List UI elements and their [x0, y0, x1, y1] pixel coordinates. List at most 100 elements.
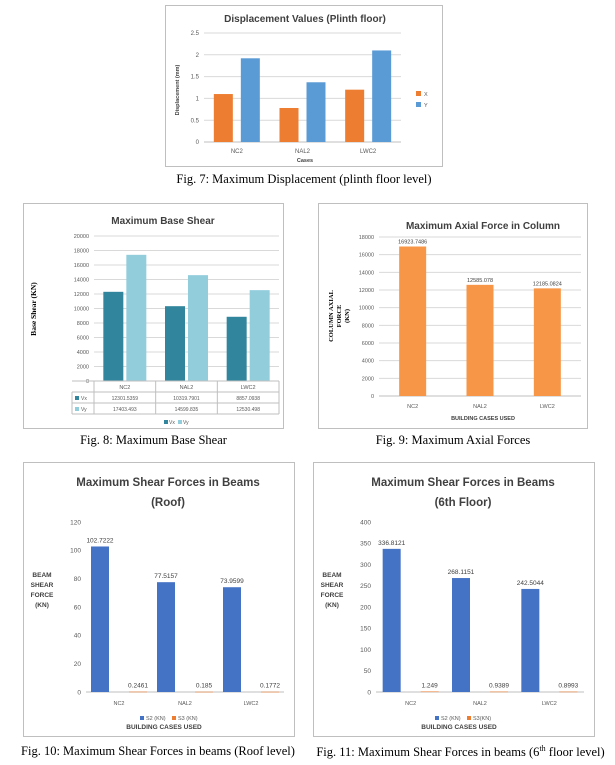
- y-tick-label: 4000: [77, 350, 89, 356]
- fig10-caption: Fig. 10: Maximum Shear Forces in beams (…: [21, 744, 295, 758]
- y-axis-title-line: BEAM: [32, 572, 51, 579]
- chart-title: Maximum Base Shear: [111, 216, 214, 227]
- y-tick-label: 80: [74, 576, 82, 583]
- fig7-caption: Fig. 7: Maximum Displacement (plinth flo…: [176, 172, 432, 186]
- x-tick-label: NC2: [405, 701, 416, 707]
- fig11-caption-part2: floor level): [545, 745, 605, 760]
- bar-vy-nal2: [188, 275, 208, 381]
- sixth-floor-shear-chart-panel: Maximum Shear Forces in Beams (6th Floor)…: [313, 462, 595, 737]
- legend-swatch: [178, 420, 182, 424]
- x-tick-label: NAL2: [473, 701, 487, 707]
- data-label: 0.1772: [260, 683, 280, 690]
- y-tick-label: 2000: [77, 364, 89, 370]
- x-tick-label: LWC2: [540, 404, 555, 410]
- y-tick-label: 2.5: [191, 31, 200, 37]
- sixth-floor-shear-chart: Maximum Shear Forces in Beams (6th Floor)…: [321, 477, 584, 731]
- y-tick-label: 0: [196, 140, 200, 146]
- y-axis-title-line: FORCE: [336, 305, 343, 328]
- data-label: 0.185: [196, 683, 213, 690]
- legend-label: S2 (KN): [441, 716, 461, 722]
- bar-value-nc2: [399, 246, 427, 396]
- y-tick-label: 40: [74, 633, 82, 640]
- y-tick-label: 350: [360, 541, 371, 548]
- fig11-caption: Fig. 11: Maximum Shear Forces in beams (…: [308, 744, 613, 760]
- bar-s3kn-nc2: [129, 691, 147, 693]
- table-cell: 8857.0938: [236, 396, 260, 402]
- bar-vx-lwc2: [226, 316, 247, 381]
- x-tick-label: NC2: [113, 701, 124, 707]
- legend-swatch: [164, 420, 168, 424]
- data-label: 73.9599: [220, 578, 244, 585]
- y-axis-title-line: BEAM: [322, 572, 341, 579]
- x-tick-label: NC2: [407, 404, 418, 410]
- bar-y-lwc2: [372, 50, 392, 142]
- data-label: 0.9389: [489, 683, 509, 690]
- y-tick-label: 120: [70, 519, 81, 526]
- y-tick-label: 150: [360, 626, 371, 633]
- y-tick-label: 0: [86, 379, 89, 385]
- data-label: 102.7222: [86, 537, 113, 544]
- x-tick-label: NC2: [119, 385, 130, 391]
- chart-title-line: Maximum Shear Forces in Beams: [76, 477, 259, 489]
- bar-s2kn-lwc2: [223, 587, 241, 692]
- x-tick-label: NAL2: [180, 385, 194, 391]
- bar-s3kn-nal2: [490, 691, 508, 693]
- x-tick-label: NAL2: [295, 149, 311, 155]
- y-axis-title-line: (KN): [35, 602, 49, 609]
- table-cell: 17403.493: [113, 407, 137, 413]
- y-axis-title-line: COLUMN AXIAL: [328, 289, 335, 341]
- y-tick-label: 20: [74, 661, 82, 668]
- y-axis-title-line: (KN): [344, 309, 351, 323]
- legend-swatch: [435, 716, 439, 720]
- y-tick-label: 60: [74, 604, 82, 611]
- legend-label: Y: [424, 103, 428, 109]
- chart-title: Maximum Axial Force in Column: [406, 221, 560, 232]
- y-tick-label: 100: [70, 548, 81, 555]
- data-label: 12585.078: [467, 278, 493, 284]
- table-cell: 12301.5359: [112, 396, 139, 402]
- chart-title-line: (Roof): [151, 497, 185, 509]
- y-tick-label: 16000: [359, 253, 374, 259]
- bar-s3kn-nal2: [195, 691, 213, 693]
- data-label: 12185.0824: [533, 281, 562, 287]
- bar-vx-nc2: [103, 291, 124, 381]
- table-series-label: Vx: [81, 396, 87, 402]
- chart-title: Displacement Values (Plinth floor): [224, 14, 386, 25]
- table-cell: 10319.7901: [173, 396, 200, 402]
- displacement-chart: Displacement Values (Plinth floor) 0 0.5 1 1…: [175, 14, 428, 164]
- y-tick-label: 2: [196, 53, 200, 59]
- y-tick-label: 400: [360, 519, 371, 526]
- y-tick-label: 250: [360, 583, 371, 590]
- y-tick-label: 14000: [359, 270, 374, 276]
- roof-shear-chart-panel: Maximum Shear Forces in Beams (Roof) 0 20 40…: [23, 462, 295, 737]
- x-tick-label: NAL2: [473, 404, 487, 410]
- legend-label: S2 (KN): [146, 716, 166, 722]
- legend-swatch: [416, 91, 421, 96]
- axial-force-chart: Maximum Axial Force in Column 0 2000 4000 60…: [328, 221, 581, 422]
- bar-value-lwc2: [533, 288, 561, 396]
- bar-s2kn-nal2: [452, 578, 470, 692]
- legend-swatch: [172, 716, 176, 720]
- data-label: 0.2461: [128, 683, 148, 690]
- fig8-caption: Fig. 8: Maximum Base Shear: [80, 433, 227, 447]
- bar-x-nc2: [213, 94, 233, 142]
- x-tick-label: LWC2: [360, 149, 377, 155]
- x-axis-title: Cases: [297, 158, 313, 164]
- x-tick-label: LWC2: [241, 385, 256, 391]
- x-axis-title: BUILDING CASES USED: [126, 724, 202, 731]
- y-tick-label: 18000: [359, 235, 374, 241]
- y-tick-label: 2000: [362, 376, 374, 382]
- bar-y-nal2: [306, 82, 326, 142]
- legend-label: Vx: [169, 420, 175, 426]
- y-tick-label: 6000: [362, 341, 374, 347]
- y-axis-title: Displacement (mm): [175, 64, 181, 115]
- data-label: 268.1151: [448, 569, 475, 576]
- displacement-chart-panel: Displacement Values (Plinth floor) 0 0.5 1 1…: [165, 5, 443, 167]
- data-label: 1.249: [422, 682, 439, 689]
- y-tick-label: 0: [367, 689, 371, 696]
- bar-s2kn-lwc2: [521, 588, 540, 692]
- legend-label: S3 (KN): [178, 716, 198, 722]
- x-tick-label: NAL2: [178, 701, 192, 707]
- base-shear-chart: Maximum Base Shear 0 2000 4000 6000 8000 10000…: [29, 216, 280, 426]
- axial-force-chart-panel: Maximum Axial Force in Column 0 2000 4000 60…: [318, 203, 588, 429]
